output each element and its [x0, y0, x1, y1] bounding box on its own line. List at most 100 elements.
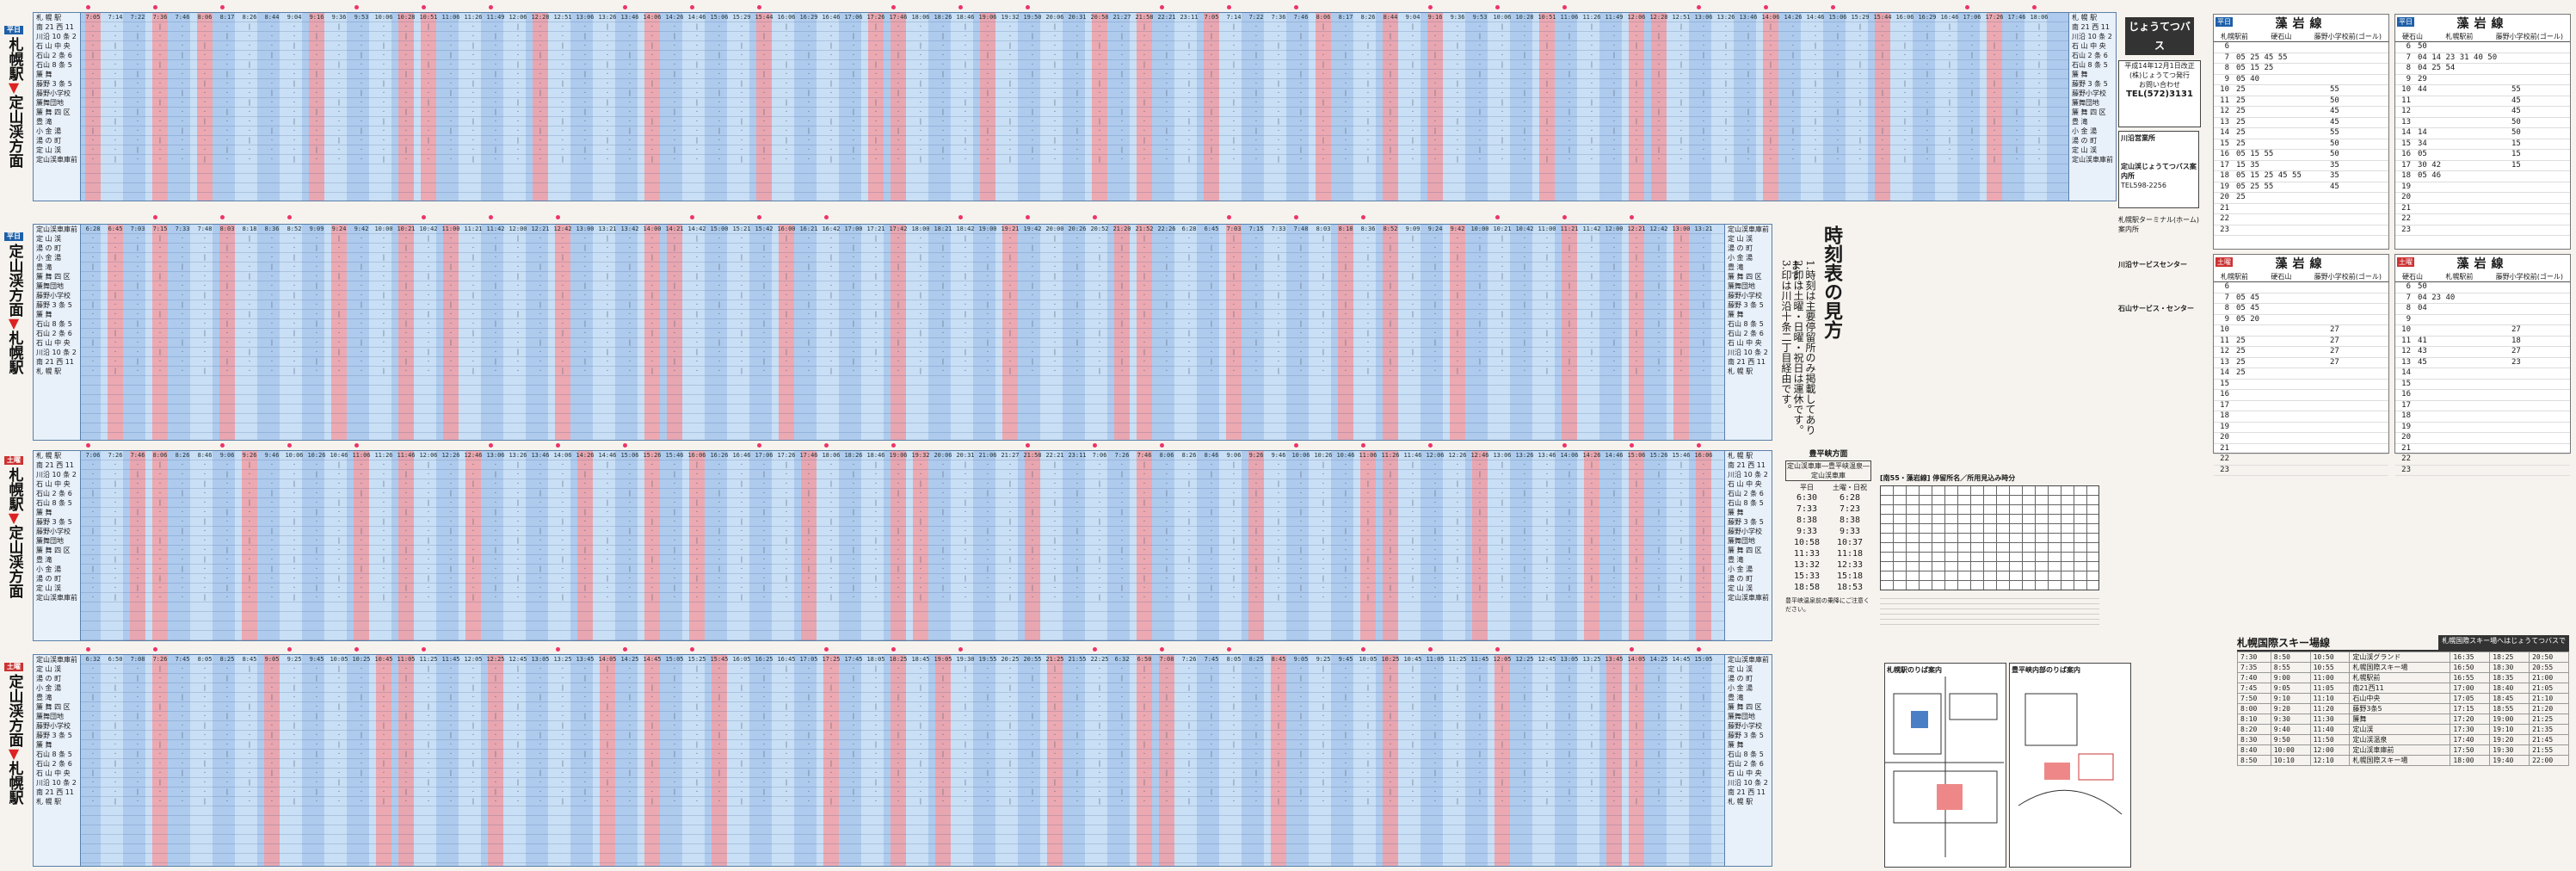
stop-mark: · [1701, 292, 1706, 299]
stop-mark: | [1008, 118, 1013, 125]
stop-mark: · [314, 480, 319, 487]
stop-mark: | [2037, 137, 2042, 144]
stop-mark: | [918, 594, 923, 601]
stop-mark: | [1388, 547, 1393, 553]
trip-column: 8:26 · · · | · · · | · · · | · · · [171, 451, 194, 602]
stop-mark: · [560, 61, 565, 68]
stop-mark: · [1634, 509, 1639, 516]
stop-mark: · [784, 108, 789, 115]
highlight-column [1226, 225, 1242, 440]
stop-mark: · [471, 263, 476, 270]
stop-mark: | [1254, 127, 1259, 134]
stop-mark: | [90, 769, 96, 776]
stop-mark: | [1477, 509, 1482, 516]
stop-mark: · [1634, 127, 1639, 134]
departure-time: 14:00 [643, 225, 662, 232]
stop-mark: · [1679, 90, 1684, 96]
trip-column: 9:45 · | · · · | · · · | · · · | · [305, 655, 328, 806]
station-name: 石山 8 条 5 [36, 320, 72, 328]
stop-mark: · [538, 471, 543, 478]
stop-mark: · [650, 537, 655, 544]
stop-mark: · [582, 461, 588, 468]
stop-mark: | [1030, 584, 1035, 591]
stop-mark: | [135, 244, 140, 251]
stop-mark: · [717, 509, 722, 516]
stop-mark: · [985, 254, 990, 261]
stop-mark: | [1455, 254, 1460, 261]
stop-mark: | [1164, 490, 1169, 497]
stop-mark: · [135, 61, 140, 68]
stop-mark: · [1455, 127, 1460, 134]
stop-mark: | [1186, 80, 1192, 87]
stop-mark: · [1209, 156, 1214, 163]
stop-mark: · [582, 23, 588, 30]
stop-mark: · [582, 518, 588, 525]
stop-mark: · [918, 339, 923, 346]
stop-mark: · [90, 584, 96, 591]
stop-mark: | [1052, 61, 1057, 68]
stop-mark: | [963, 741, 968, 748]
stop-mark: · [448, 349, 453, 355]
stop-mark: · [515, 358, 521, 365]
stop-mark: · [269, 254, 274, 261]
stop-mark: · [1231, 33, 1236, 40]
stop-mark: | [471, 254, 476, 261]
stop-mark: · [627, 703, 632, 710]
stop-mark: · [515, 722, 521, 729]
stop-mark: | [1388, 320, 1393, 327]
stop-mark: · [1835, 61, 1840, 68]
stop-mark: | [90, 263, 96, 270]
stop-mark: | [1656, 584, 1661, 591]
stop-mark: · [247, 254, 252, 261]
stop-mark: · [1768, 71, 1773, 77]
stop-mark: | [1186, 518, 1192, 525]
stop-mark: · [1119, 556, 1125, 563]
stop-mark: · [471, 741, 476, 748]
stop-mark: | [761, 320, 767, 327]
stop-mark: · [1612, 518, 1617, 525]
stop-mark: · [1209, 292, 1214, 299]
stop-mark: · [560, 301, 565, 308]
stop-mark: · [672, 694, 677, 701]
stop-mark: · [202, 575, 207, 582]
stop-mark: · [135, 90, 140, 96]
stop-mark: · [694, 547, 699, 553]
stop-mark: · [1522, 537, 1527, 544]
stop-mark: · [269, 575, 274, 582]
stop-mark: · [426, 518, 431, 525]
stop-mark: | [1612, 263, 1617, 270]
stop-mark: · [1477, 273, 1482, 280]
stop-mark: · [1388, 80, 1393, 87]
stop-mark: | [1321, 461, 1326, 468]
stop-mark: | [471, 684, 476, 691]
stop-mark: | [90, 90, 96, 96]
stop-mark: · [717, 779, 722, 786]
stop-mark: · [1500, 90, 1505, 96]
stop-mark: · [851, 301, 856, 308]
departure-time: 16:05 [732, 656, 751, 663]
highlight-column [1360, 451, 1376, 640]
stop-mark: · [1477, 565, 1482, 572]
highlight-column [1472, 451, 1488, 640]
stop-mark: | [1321, 537, 1326, 544]
stop-mark: · [873, 90, 878, 96]
stop-mark: · [851, 263, 856, 270]
stop-mark: | [404, 675, 409, 682]
highlight-column [1629, 225, 1644, 440]
trip-column: 10:28 · · · | · · · | · · · | · · · [1513, 13, 1536, 164]
trip-column: 23:11 · · · | · · · | · · · | · · · [1066, 451, 1088, 602]
note-dot [1495, 5, 1500, 9]
stop-mark: · [157, 244, 163, 251]
stop-mark: · [963, 358, 968, 365]
stop-mark: · [1723, 127, 1729, 134]
departure-time: 7:33 [1271, 225, 1286, 232]
stop-mark: · [1679, 584, 1684, 591]
stop-mark: · [650, 547, 655, 553]
stop-mark: | [1254, 565, 1259, 572]
stop-mark: | [538, 90, 543, 96]
stop-mark: | [605, 235, 610, 242]
stop-mark: · [694, 368, 699, 374]
stop-mark: · [1723, 71, 1729, 77]
trip-column: 15:25 | · · · | · · · | · · · | · · [686, 655, 708, 806]
stop-mark: · [940, 703, 946, 710]
